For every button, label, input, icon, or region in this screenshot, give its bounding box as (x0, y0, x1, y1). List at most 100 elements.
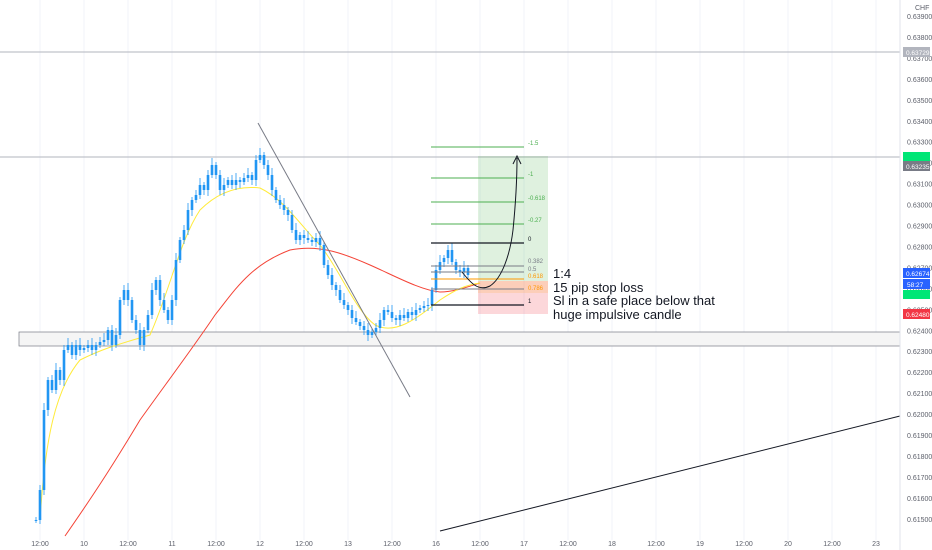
note-line: Sl in a safe place below that (553, 293, 715, 308)
candlestick-series (34, 148, 470, 524)
note-line: huge impulsive candle (553, 307, 682, 322)
candle-body (238, 180, 242, 182)
candle-body (286, 210, 290, 215)
candle-body (430, 290, 434, 305)
price-tick-label: 0.62900 (907, 224, 932, 231)
price-tag (903, 268, 930, 278)
price-tick-label: 0.62300 (907, 349, 932, 356)
candle-body (242, 178, 246, 182)
fast-moving-average (39, 186, 481, 521)
time-tick-labels: 12:00 10 12:00 11 12:00 12 12:00 13 12:00 16 12:00… (31, 541, 880, 548)
candle-body (78, 345, 82, 350)
candle-body (414, 310, 418, 315)
candle-body (158, 280, 162, 300)
candle-body (318, 238, 322, 245)
candle-body (94, 345, 98, 350)
price-tag (903, 309, 930, 319)
fib-label: 1 (528, 299, 532, 305)
candle-body (162, 300, 166, 310)
candle-body (114, 335, 118, 345)
candle-body (194, 195, 198, 200)
trade-note[interactable]: 1:4 15 pip stop loss Sl in a safe place … (553, 266, 715, 322)
candle-body (230, 180, 234, 185)
candle-body (302, 235, 306, 238)
candle-body (422, 306, 426, 308)
candle-body (322, 245, 326, 265)
time-tick-label: 12:00 (383, 541, 401, 548)
target-zone[interactable] (478, 156, 548, 281)
time-tick-label: 12:00 (647, 541, 665, 548)
candle-body (66, 345, 70, 350)
countdown-tag (903, 279, 930, 289)
candle-body (74, 345, 78, 355)
price-tick-label: 0.63600 (907, 77, 932, 84)
price-tag-label: 0.62480 (906, 312, 930, 319)
candle-body (46, 380, 50, 410)
price-tick-label: 0.63900 (907, 14, 932, 21)
candle-body (446, 250, 450, 258)
candle-body (362, 326, 366, 330)
candle-body (434, 270, 438, 290)
candle-body (174, 260, 178, 300)
candle-body (210, 165, 214, 175)
price-tick-label: 0.63000 (907, 203, 932, 210)
time-tick-label: 23 (872, 541, 880, 548)
fib-label: -0.27 (528, 218, 542, 224)
candle-body (462, 268, 466, 272)
time-tick-label: 19 (696, 541, 704, 548)
time-tick-label: 20 (784, 541, 792, 548)
price-tick-label: 0.61700 (907, 475, 932, 482)
candle-body (202, 185, 206, 190)
candle-body (130, 300, 134, 320)
note-line: 1:4 (553, 266, 571, 281)
candle-body (126, 290, 130, 300)
projection-curve[interactable] (461, 157, 518, 289)
candle-body (206, 175, 210, 190)
time-tick-label: 12 (256, 541, 264, 548)
candle-body (386, 310, 390, 312)
candle-body (258, 155, 262, 160)
time-tick-label: 16 (432, 541, 440, 548)
candle-body (314, 238, 318, 242)
candle-body (298, 235, 302, 240)
price-axis[interactable]: CHF 0.63900 0.63800 0.63700 0.63600 0.63500 0… (899, 0, 932, 550)
candle-body (270, 175, 274, 190)
price-tick-label: 0.62000 (907, 412, 932, 419)
candle-body (218, 175, 222, 190)
fib-label: 0.786 (528, 286, 544, 292)
candle-body (118, 300, 122, 335)
time-axis[interactable]: 12:00 10 12:00 11 12:00 12 12:00 13 12:00 16 12:00… (31, 541, 880, 548)
fib-label: -1 (528, 172, 534, 178)
candle-body (282, 205, 286, 210)
candle-body (154, 280, 158, 290)
time-tick-label: 12:00 (471, 541, 489, 548)
countdown-label: 58:27 (907, 282, 924, 289)
price-tag-label: 0.62674 (906, 271, 930, 278)
candle-body (106, 330, 110, 340)
candle-body (330, 275, 334, 285)
candle-body (426, 305, 430, 306)
candle-body (222, 185, 226, 190)
candle-body (334, 285, 338, 290)
candle-body (58, 370, 62, 380)
support-zone[interactable] (18, 331, 901, 347)
candle-body (54, 370, 58, 390)
candle-body (294, 230, 298, 240)
time-tick-label: 12:00 (295, 541, 313, 548)
uptrend-line[interactable] (439, 415, 901, 532)
fib-label: -0.618 (528, 196, 546, 202)
candle-body (274, 190, 278, 200)
candle-body (134, 320, 138, 330)
time-tick-label: 12:00 (735, 541, 753, 548)
fib-extension-tool[interactable]: -1.5 -1 -0.618 -0.27 0 0.382 0.5 0.618 0… (431, 141, 546, 306)
vertical-grid (39, 0, 877, 540)
candle-body (178, 240, 182, 260)
price-tag-label: 0.63729 (906, 50, 930, 57)
candle-body (98, 342, 102, 345)
price-tick-label: 0.61600 (907, 496, 932, 503)
downtrend-line[interactable] (257, 122, 411, 398)
candle-body (390, 312, 394, 318)
price-tick-label: 0.63300 (907, 140, 932, 147)
time-tick-label: 12:00 (207, 541, 225, 548)
